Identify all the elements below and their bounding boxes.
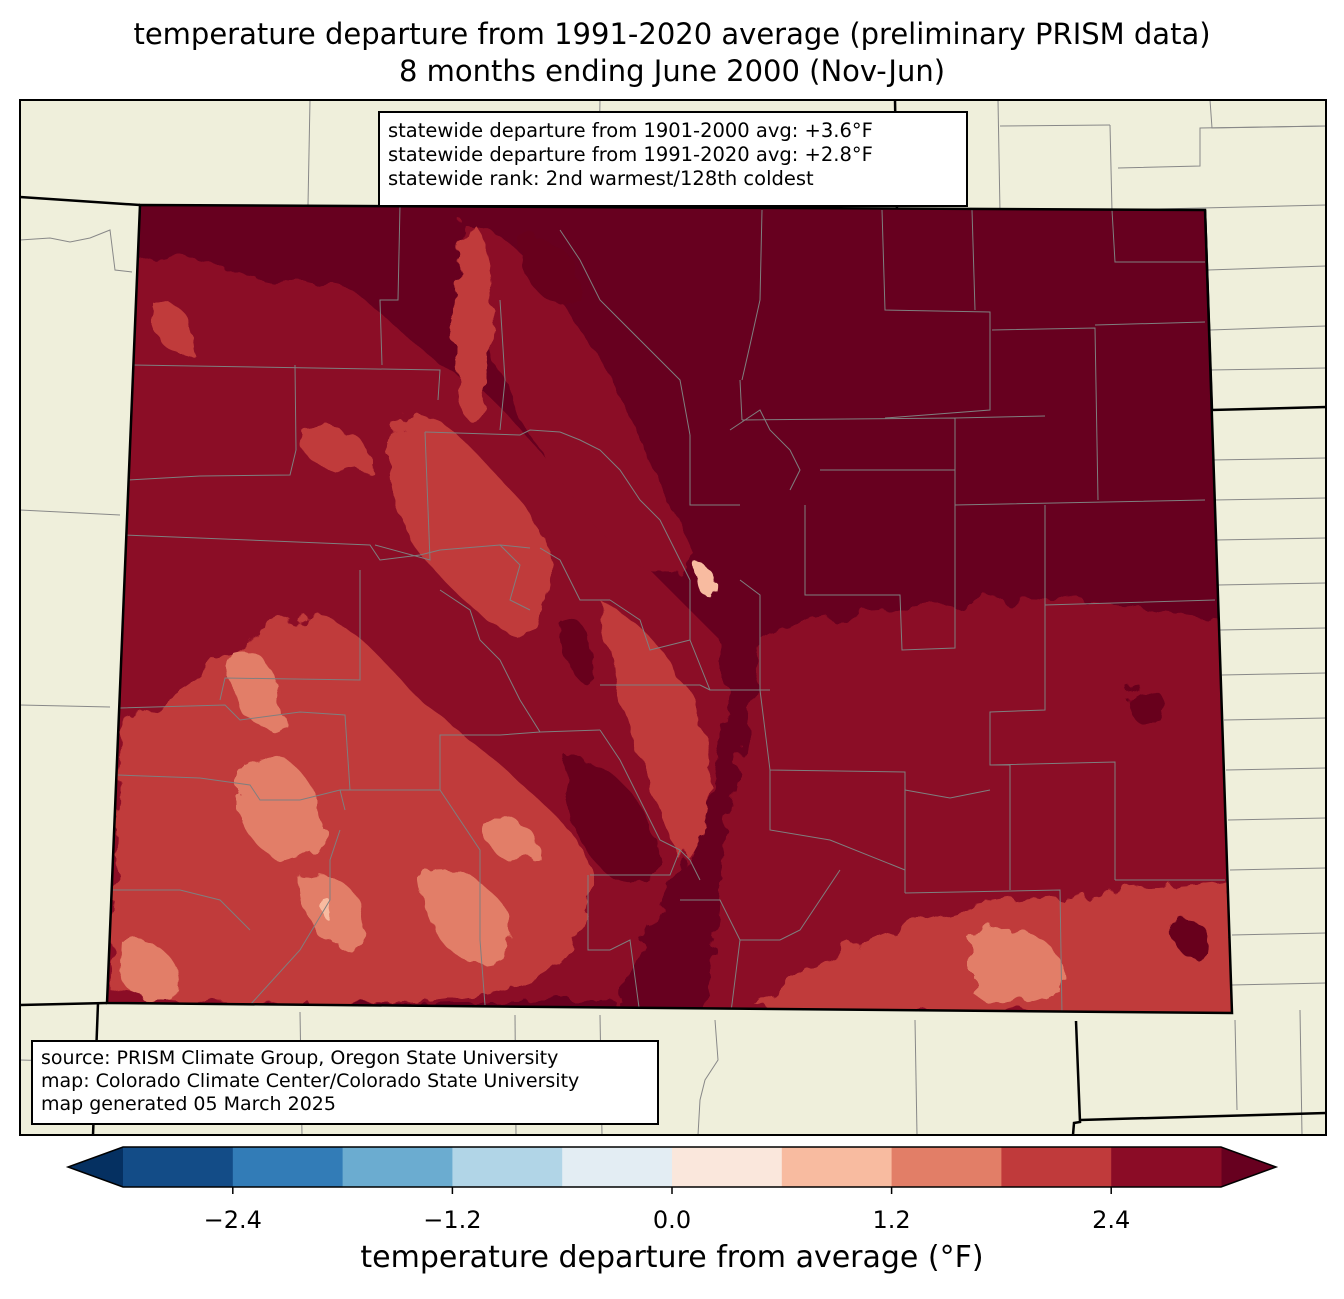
colorbar-over-arrow: [1221, 1147, 1276, 1187]
source-line: source: PRISM Climate Group, Oregon Stat…: [41, 1047, 559, 1069]
colorbar-bin: [891, 1147, 1002, 1187]
map-subtitle: 8 months ending June 2000 (Nov-Jun): [398, 54, 946, 88]
stats-departure-1901-2000: statewide departure from 1901-2000 avg: …: [388, 119, 873, 142]
colorbar-bin: [672, 1147, 783, 1187]
colorbar-tick-label: 1.2: [872, 1206, 911, 1234]
map-frame: [19, 99, 1327, 1136]
colorbar-tick-label: −1.2: [423, 1206, 482, 1234]
colorbar-bin: [1001, 1147, 1112, 1187]
colorbar-tick-label: 0.0: [652, 1206, 692, 1234]
colorbar-outline: [65, 1146, 1279, 1188]
colorbar-bin: [342, 1147, 453, 1187]
stats-departure-1991-2020: statewide departure from 1991-2020 avg: …: [388, 143, 873, 166]
colorbar-bin: [232, 1147, 344, 1187]
generated-date-line: map generated 05 March 2025: [41, 1093, 336, 1115]
colorado-outline: [105, 203, 1234, 1015]
colorbar-bin: [1111, 1147, 1222, 1187]
colorbar-tick-label: −2.4: [203, 1206, 262, 1234]
colorbar-bin: [562, 1147, 673, 1187]
colorado-county-lines: [110, 205, 1225, 1013]
colorbar-bin: [452, 1147, 563, 1187]
colorbar-label: temperature departure from average (°F): [360, 1240, 984, 1275]
source-credit-box: source: PRISM Climate Group, Oregon Stat…: [31, 1040, 659, 1125]
colorbar-tick-label: 2.4: [1092, 1206, 1131, 1234]
colorbar-bin: [781, 1147, 893, 1187]
statewide-stats-box: statewide departure from 1901-2000 avg: …: [378, 111, 968, 207]
colorbar-bin: [123, 1147, 234, 1187]
map-credit-line: map: Colorado Climate Center/Colorado St…: [41, 1070, 580, 1092]
colorbar: [65, 1146, 1279, 1194]
colorbar-under-arrow: [68, 1147, 123, 1187]
map-title: temperature departure from 1991-2020 ave…: [133, 17, 1211, 51]
temperature-field: [107, 205, 1232, 1013]
stats-rank: statewide rank: 2nd warmest/128th coldes…: [388, 167, 814, 190]
